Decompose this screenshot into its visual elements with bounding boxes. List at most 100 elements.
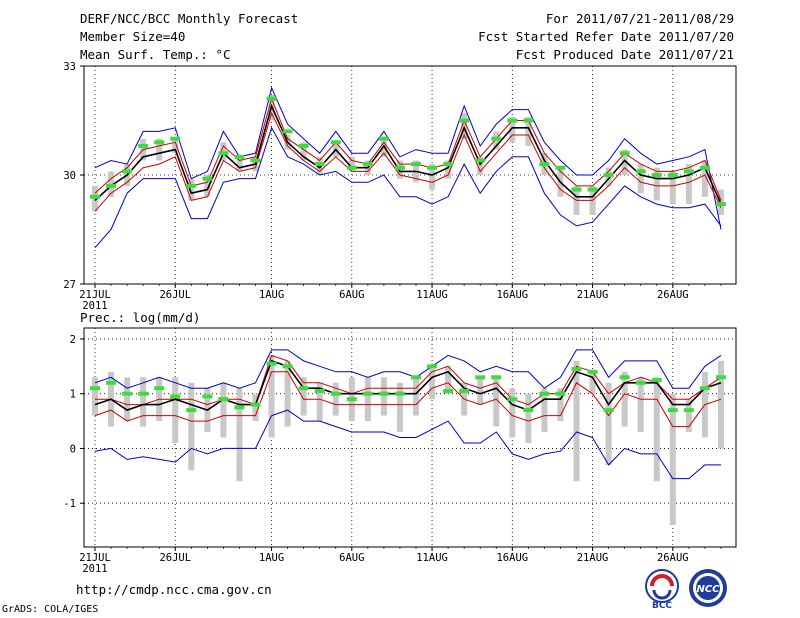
- spread-box: [364, 377, 371, 422]
- prec-ytick-minus1: -1: [63, 498, 76, 510]
- member-marker: [394, 165, 405, 170]
- spread-box: [172, 377, 179, 443]
- spread-box: [573, 360, 580, 482]
- spread-box: [300, 142, 307, 161]
- spread-box: [252, 393, 259, 422]
- member-marker: [475, 375, 486, 380]
- member-marker: [90, 386, 100, 391]
- member-marker: [443, 162, 454, 167]
- temperature-panel: 27 30 33 21JUL 26JUL 1AUG 6AUG 11AUG 16A…: [63, 61, 737, 312]
- member-marker: [122, 169, 133, 174]
- member-marker: [539, 162, 550, 167]
- series-mean-line: [94, 359, 722, 411]
- spread-box: [557, 388, 564, 422]
- prec-xtick-11aug: 11AUG: [416, 552, 448, 564]
- member-marker: [571, 367, 582, 372]
- member-marker: [555, 165, 566, 170]
- member-marker: [250, 158, 261, 163]
- member-marker: [314, 388, 325, 393]
- member-marker: [667, 408, 678, 413]
- member-marker: [186, 183, 197, 188]
- member-marker: [603, 173, 614, 177]
- member-marker: [667, 173, 678, 177]
- prec-ytick-0: 0: [70, 443, 76, 455]
- member-marker: [346, 165, 357, 170]
- member-marker: [459, 118, 470, 123]
- forecast-produced-date: Fcst Produced Date 2011/07/21: [515, 47, 734, 62]
- spread-box: [445, 366, 452, 394]
- member-marker: [491, 136, 502, 141]
- prec-xtick-6aug: 6AUG: [339, 552, 364, 564]
- spread-box: [445, 160, 452, 179]
- spread-box: [701, 160, 708, 197]
- website-url[interactable]: http://cmdp.ncc.cma.gov.cn: [76, 582, 272, 597]
- variable-label: Mean Surf. Temp.: °C: [80, 47, 231, 62]
- member-marker: [651, 378, 662, 383]
- spread-box: [124, 377, 131, 422]
- member-marker: [378, 136, 389, 141]
- spread-box: [669, 171, 676, 205]
- member-marker: [507, 397, 518, 402]
- spread-box: [477, 377, 484, 405]
- spread-box: [717, 360, 724, 449]
- spread-box: [685, 164, 692, 205]
- member-marker: [90, 194, 100, 199]
- member-marker: [122, 391, 133, 396]
- prec-xtick-26jul: 26JUL: [159, 552, 191, 564]
- series-upper-std-line: [94, 97, 722, 201]
- member-marker: [555, 391, 566, 396]
- member-marker: [443, 388, 454, 393]
- prec-ytick-2: 2: [70, 334, 76, 346]
- member-marker: [394, 391, 405, 396]
- member-marker: [587, 187, 598, 192]
- spread-box: [637, 377, 644, 433]
- temp-xtick-year: 2011: [82, 300, 107, 312]
- spread-box: [92, 377, 98, 416]
- member-marker: [651, 173, 662, 177]
- member-marker: [427, 364, 438, 369]
- bcc-logo-icon: BCC: [645, 569, 679, 611]
- temp-xtick-11aug: 11AUG: [416, 289, 448, 301]
- spread-box: [413, 377, 419, 416]
- member-marker: [138, 143, 149, 148]
- member-marker: [571, 187, 582, 192]
- member-marker: [587, 369, 598, 374]
- member-marker: [507, 118, 518, 123]
- spread-box: [493, 377, 500, 427]
- member-marker: [106, 380, 117, 385]
- spread-box: [188, 178, 195, 201]
- prec-xtick-year: 2011: [82, 563, 107, 575]
- member-marker: [523, 118, 534, 123]
- member-marker: [459, 388, 470, 393]
- member-marker: [539, 391, 550, 396]
- spread-box: [380, 377, 387, 416]
- member-marker: [330, 140, 341, 145]
- spread-box: [525, 116, 532, 146]
- member-marker: [699, 386, 710, 391]
- temp-xtick-26aug: 26AUG: [657, 289, 689, 301]
- logos: BCC NCC: [645, 569, 727, 611]
- member-marker: [154, 386, 165, 391]
- spread-box: [204, 175, 211, 197]
- member-marker: [106, 183, 117, 188]
- series-max-line: [94, 86, 722, 230]
- series-mean-line: [94, 103, 722, 205]
- spread-box: [477, 156, 484, 175]
- spread-box: [525, 393, 532, 443]
- member-marker: [250, 402, 261, 407]
- member-marker: [619, 151, 630, 156]
- spread-box: [380, 138, 387, 157]
- temp-ytick-33: 27: [63, 279, 76, 291]
- spread-box: [396, 382, 403, 433]
- spread-box: [188, 382, 195, 471]
- spread-box: [348, 156, 355, 172]
- member-marker: [170, 394, 181, 399]
- spread-box: [637, 164, 644, 194]
- member-marker: [362, 162, 373, 167]
- temp-xtick-21jul: 21JUL: [79, 289, 111, 301]
- member-marker: [411, 375, 421, 380]
- member-marker: [202, 394, 213, 399]
- member-marker: [683, 169, 694, 174]
- series-min-line: [94, 126, 722, 249]
- spread-box: [589, 371, 596, 394]
